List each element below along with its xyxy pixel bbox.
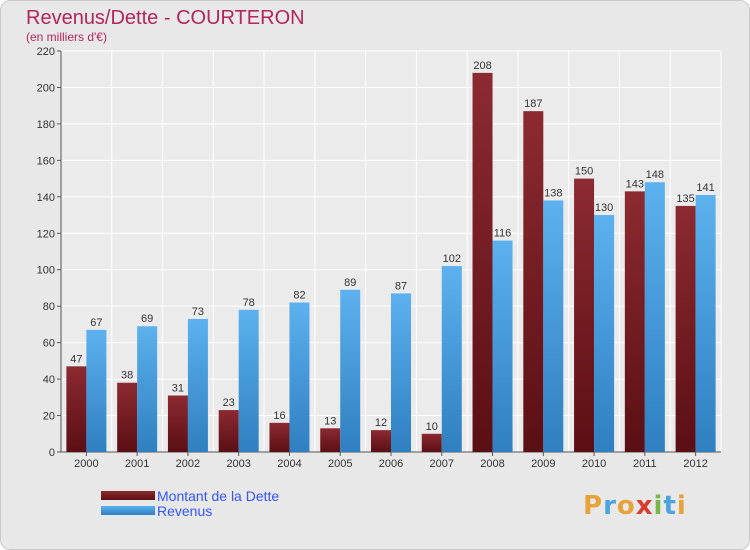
- bar-revenue: [137, 326, 158, 452]
- logo-letter: o: [616, 491, 636, 521]
- bar-revenue: [695, 194, 716, 452]
- y-tick-label: 80: [43, 301, 55, 313]
- data-label: 208: [473, 60, 491, 72]
- data-label: 138: [544, 187, 562, 199]
- legend-item-revenue: Revenus: [101, 502, 279, 519]
- logo-letter: i: [676, 491, 687, 521]
- bar-revenue: [187, 318, 208, 452]
- bar-debt: [167, 395, 188, 452]
- bar-debt: [675, 205, 696, 452]
- data-label: 73: [192, 306, 204, 318]
- x-tick-label: 2011: [633, 458, 657, 470]
- data-label: 143: [626, 178, 644, 190]
- x-tick-label: 2003: [226, 458, 250, 470]
- bar-debt: [574, 178, 595, 452]
- bar-revenue: [238, 309, 259, 452]
- y-tick-label: 100: [37, 265, 55, 277]
- x-tick-label: 2009: [531, 458, 555, 470]
- bar-revenue: [492, 240, 513, 452]
- y-tick-label: 20: [43, 411, 55, 423]
- bar-debt: [624, 191, 645, 452]
- bar-debt: [117, 382, 138, 452]
- bar-revenue: [543, 200, 564, 452]
- bar-debt: [523, 111, 544, 453]
- bar-debt: [472, 72, 493, 452]
- legend-swatch-debt: [101, 491, 155, 500]
- data-label: 148: [646, 169, 664, 181]
- x-tick-label: 2002: [176, 458, 200, 470]
- legend-label-revenue: Revenus: [157, 502, 213, 519]
- data-label: 89: [344, 277, 356, 289]
- data-label: 47: [70, 353, 82, 365]
- y-tick-label: 0: [49, 447, 55, 459]
- data-label: 67: [90, 317, 102, 329]
- bar-revenue: [289, 302, 310, 452]
- data-label: 13: [324, 415, 336, 427]
- data-label: 141: [696, 182, 714, 194]
- logo-letter: P: [583, 491, 604, 521]
- data-label: 78: [243, 297, 255, 309]
- data-label: 16: [273, 410, 285, 422]
- data-label: 87: [395, 280, 407, 292]
- data-label: 187: [524, 98, 542, 110]
- data-label: 82: [293, 290, 305, 302]
- bar-revenue: [594, 215, 615, 452]
- x-tick-label: 2010: [582, 458, 606, 470]
- logo-letter: t: [663, 491, 677, 521]
- bar-revenue: [340, 289, 361, 452]
- data-label: 31: [172, 382, 184, 394]
- logo-letter: i: [653, 491, 664, 521]
- data-label: 116: [494, 228, 512, 240]
- x-tick-label: 2007: [430, 458, 454, 470]
- x-tick-label: 2001: [125, 458, 149, 470]
- bar-revenue: [391, 293, 411, 452]
- proxiti-logo: Proxiti: [583, 491, 687, 521]
- bar-debt: [66, 366, 87, 452]
- y-tick-label: 140: [37, 192, 55, 204]
- logo-letter: r: [603, 491, 617, 521]
- bar-debt: [218, 410, 239, 452]
- y-tick-label: 160: [37, 155, 55, 167]
- bar-debt: [421, 433, 442, 452]
- y-tick-label: 200: [37, 82, 55, 94]
- data-label: 10: [426, 421, 438, 433]
- legend-label-debt: Montant de la Dette: [157, 487, 280, 504]
- data-label: 130: [595, 202, 613, 214]
- x-tick-label: 2012: [683, 458, 707, 470]
- y-tick-label: 60: [43, 338, 55, 350]
- data-label: 69: [141, 313, 153, 325]
- chart-title: Revenus/Dette - COURTERON: [26, 7, 305, 29]
- bar-revenue: [86, 329, 107, 452]
- data-label: 38: [121, 370, 133, 382]
- chart-subtitle: (en milliers d'€): [26, 30, 107, 44]
- data-label: 102: [443, 253, 461, 265]
- x-tick-label: 2006: [379, 458, 403, 470]
- data-label: 12: [375, 417, 387, 429]
- bar-revenue: [644, 182, 665, 452]
- x-tick-label: 2000: [74, 458, 98, 470]
- bar-debt: [371, 430, 391, 452]
- bar-debt: [269, 422, 290, 452]
- legend-swatch-revenue: [101, 506, 155, 515]
- chart-legend: Montant de la Dette Revenus: [101, 487, 280, 519]
- data-label: 135: [676, 193, 694, 205]
- x-tick-label: 2005: [328, 458, 352, 470]
- x-tick-label: 2004: [277, 458, 301, 470]
- data-label: 23: [223, 397, 235, 409]
- y-tick-label: 220: [37, 46, 55, 58]
- bar-revenue: [441, 266, 462, 452]
- logo-letter: x: [635, 491, 654, 521]
- y-tick-label: 40: [43, 374, 55, 386]
- y-tick-label: 180: [37, 119, 55, 131]
- x-tick-label: 2008: [480, 458, 504, 470]
- legend-item-debt: Montant de la Dette: [101, 487, 280, 504]
- bar-debt: [320, 428, 341, 452]
- data-label: 150: [575, 166, 593, 178]
- y-tick-label: 120: [37, 228, 55, 240]
